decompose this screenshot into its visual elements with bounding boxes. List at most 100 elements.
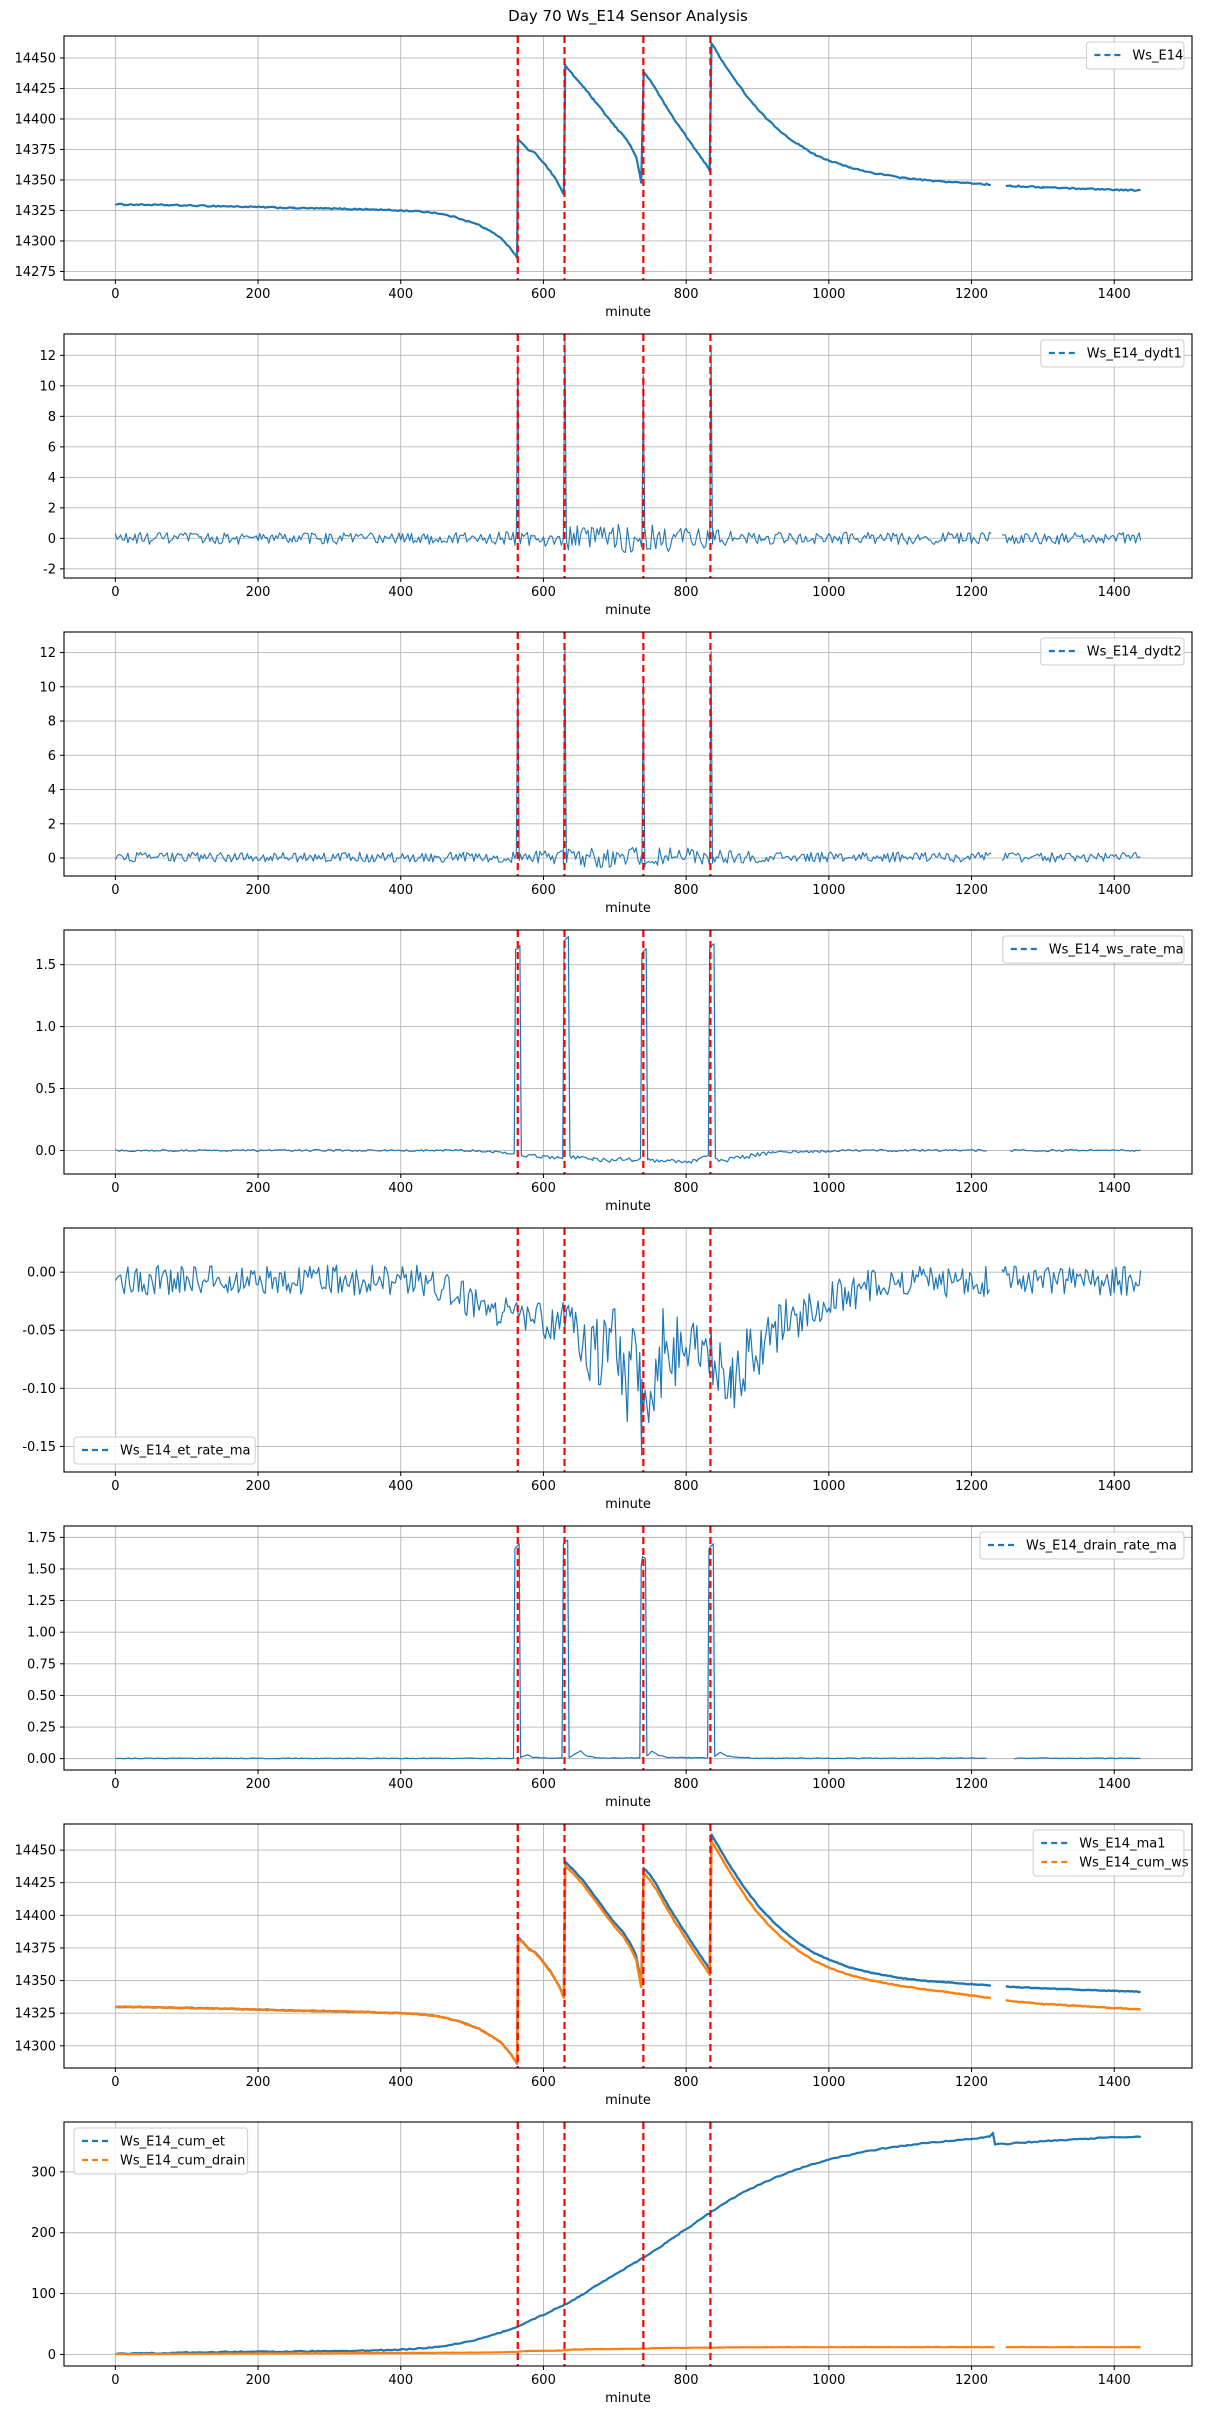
event-vlines bbox=[516, 1526, 712, 1770]
x-axis-label: minute bbox=[605, 1199, 651, 1214]
svg-text:12: 12 bbox=[39, 646, 56, 661]
svg-text:1.0: 1.0 bbox=[35, 1020, 56, 1035]
svg-text:1400: 1400 bbox=[1098, 1479, 1131, 1494]
svg-text:200: 200 bbox=[246, 2373, 271, 2388]
legend-label: Ws_E14_dydt1 bbox=[1087, 347, 1182, 362]
svg-text:-0.15: -0.15 bbox=[22, 1440, 56, 1455]
x-axis-label: minute bbox=[605, 2093, 651, 2108]
series-Ws_E14_et_rate_ma bbox=[114, 1264, 1142, 1456]
legend: Ws_E14_dydt2 bbox=[1040, 637, 1185, 666]
svg-text:10: 10 bbox=[39, 379, 56, 394]
svg-text:6: 6 bbox=[48, 749, 56, 764]
svg-text:1400: 1400 bbox=[1098, 287, 1131, 302]
series-Ws_E14_ws_rate_ma bbox=[115, 936, 1141, 1164]
event-vlines bbox=[516, 632, 712, 876]
svg-text:800: 800 bbox=[674, 2075, 699, 2090]
svg-text:800: 800 bbox=[674, 287, 699, 302]
svg-text:8: 8 bbox=[48, 410, 56, 425]
legend-label: Ws_E14_cum_ws bbox=[1079, 1856, 1189, 1871]
series-Ws_E14_cum_drain bbox=[115, 2345, 1141, 2356]
series-Ws_E14 bbox=[115, 42, 1141, 260]
svg-text:400: 400 bbox=[388, 287, 413, 302]
svg-text:0: 0 bbox=[48, 2348, 56, 2363]
svg-text:600: 600 bbox=[531, 287, 556, 302]
svg-text:200: 200 bbox=[31, 2226, 56, 2241]
svg-text:1400: 1400 bbox=[1098, 2075, 1131, 2090]
svg-text:800: 800 bbox=[674, 1777, 699, 1792]
panel-wrap-ws_e14_ws_rate_ma: 0 200 400 600 800 1000 1200 1400 1.5 1.0 0.5 0.0 min… bbox=[0, 922, 1211, 1220]
legend-label: Ws_E14_drain_rate_ma bbox=[1026, 1539, 1177, 1554]
svg-text:2: 2 bbox=[48, 501, 56, 516]
svg-text:1200: 1200 bbox=[955, 585, 988, 600]
panel-wrap-ws_e14_drain_rate_ma: 0 200 400 600 800 1000 1200 1400 1.75 1.50 1.25 1.0… bbox=[0, 1518, 1211, 1816]
svg-text:0: 0 bbox=[48, 852, 56, 867]
svg-text:0.00: 0.00 bbox=[27, 1266, 56, 1281]
svg-text:400: 400 bbox=[388, 883, 413, 898]
svg-text:0: 0 bbox=[111, 2373, 119, 2388]
svg-text:1200: 1200 bbox=[955, 883, 988, 898]
svg-text:0.25: 0.25 bbox=[27, 1721, 56, 1736]
tick-labels: 0 200 400 600 800 1000 1200 1400 12 10 8 6 4 2 0 -2 bbox=[39, 349, 1130, 600]
legend-label: Ws_E14_dydt2 bbox=[1087, 645, 1182, 660]
svg-text:800: 800 bbox=[674, 585, 699, 600]
svg-text:400: 400 bbox=[388, 2373, 413, 2388]
tick-labels: 0 200 400 600 800 1000 1200 1400 14450 14425 14400… bbox=[15, 1844, 1131, 2090]
tick-labels: 0 200 400 600 800 1000 1200 1400 1.5 1.0 0.5 0.0 bbox=[35, 958, 1130, 1196]
legend-label: Ws_E14_ma1 bbox=[1079, 1837, 1165, 1852]
series-Ws_E14_ma1 bbox=[115, 1833, 1141, 2065]
svg-text:10: 10 bbox=[39, 680, 56, 695]
svg-text:1000: 1000 bbox=[812, 1777, 845, 1792]
legend: Ws_E14_drain_rate_ma bbox=[979, 1531, 1185, 1560]
svg-text:1400: 1400 bbox=[1098, 585, 1131, 600]
svg-text:6: 6 bbox=[48, 440, 56, 455]
tick-labels: 0 200 400 600 800 1000 1200 1400 14450 14425 14400… bbox=[15, 51, 1131, 302]
svg-text:14425: 14425 bbox=[15, 1876, 56, 1891]
event-vlines bbox=[516, 36, 712, 280]
svg-text:1200: 1200 bbox=[955, 2373, 988, 2388]
svg-text:400: 400 bbox=[388, 2075, 413, 2090]
svg-text:800: 800 bbox=[674, 883, 699, 898]
event-vlines bbox=[516, 2122, 712, 2366]
legend-label: Ws_E14_et_rate_ma bbox=[120, 1444, 251, 1459]
panel-ws_e14_cum_et_cum_drain: 0 200 400 600 800 1000 1200 14003002001000minut… bbox=[31, 2121, 1193, 2406]
panel-ws_e14_ws_rate_ma: 0 200 400 600 800 1000 1200 1400 1.5 1.0 0.5 0.0 min… bbox=[35, 929, 1193, 1214]
panel-wrap-ws_e14_ma1_cum_ws: 0 200 400 600 800 1000 1200 1400 14450 14425 14400… bbox=[0, 1816, 1211, 2114]
svg-text:1000: 1000 bbox=[812, 2373, 845, 2388]
svg-text:8: 8 bbox=[48, 715, 56, 730]
x-axis-label: minute bbox=[605, 305, 651, 320]
svg-text:0: 0 bbox=[48, 532, 56, 547]
svg-text:1400: 1400 bbox=[1098, 883, 1131, 898]
panel-ws_e14_ma1_cum_ws: 0 200 400 600 800 1000 1200 1400 14450 14425 14400… bbox=[15, 1823, 1193, 2108]
grid bbox=[64, 1228, 1192, 1472]
svg-text:1400: 1400 bbox=[1098, 2373, 1131, 2388]
svg-text:600: 600 bbox=[531, 1479, 556, 1494]
svg-text:1000: 1000 bbox=[812, 1181, 845, 1196]
svg-text:14400: 14400 bbox=[15, 1909, 56, 1924]
svg-text:0: 0 bbox=[111, 1777, 119, 1792]
series-Ws_E14_cum_et bbox=[115, 2131, 1142, 2356]
svg-text:200: 200 bbox=[246, 585, 271, 600]
svg-text:14450: 14450 bbox=[15, 51, 56, 66]
grid bbox=[64, 1526, 1192, 1770]
legend: Ws_E14_dydt1 bbox=[1040, 339, 1185, 368]
panel-wrap-ws_e14_cum_et_cum_drain: 0 200 400 600 800 1000 1200 1400 300 200 100 0 minut… bbox=[0, 2114, 1211, 2412]
svg-text:1000: 1000 bbox=[812, 287, 845, 302]
svg-text:1200: 1200 bbox=[955, 1181, 988, 1196]
svg-text:-0.05: -0.05 bbox=[22, 1324, 56, 1339]
panel-ws_e14_et_rate_ma: 0 200 400 600 800 1000 1200 1400 0.00 -0.05 -0.10 -… bbox=[22, 1227, 1193, 1512]
svg-text:-0.10: -0.10 bbox=[22, 1382, 56, 1397]
tick-labels: 0 200 400 600 800 1000 1200 1400 1.75 1.50 1.25 1.0… bbox=[27, 1531, 1131, 1792]
svg-text:14275: 14275 bbox=[15, 265, 56, 280]
svg-text:400: 400 bbox=[388, 1181, 413, 1196]
svg-text:1400: 1400 bbox=[1098, 1181, 1131, 1196]
svg-text:200: 200 bbox=[246, 883, 271, 898]
panel-ws_e14_drain_rate_ma: 0 200 400 600 800 1000 1200 1400 1.75 1.50 1.25 1.0… bbox=[27, 1525, 1193, 1810]
x-axis-label: minute bbox=[605, 603, 651, 618]
grid bbox=[64, 930, 1192, 1174]
svg-text:1200: 1200 bbox=[955, 2075, 988, 2090]
event-vlines bbox=[516, 1824, 712, 2068]
panel-wrap-ws_e14_et_rate_ma: 0 200 400 600 800 1000 1200 1400 0.00 -0.05 -0.10 -… bbox=[0, 1220, 1211, 1518]
svg-text:300: 300 bbox=[31, 2165, 56, 2180]
svg-text:0.50: 0.50 bbox=[27, 1689, 56, 1704]
